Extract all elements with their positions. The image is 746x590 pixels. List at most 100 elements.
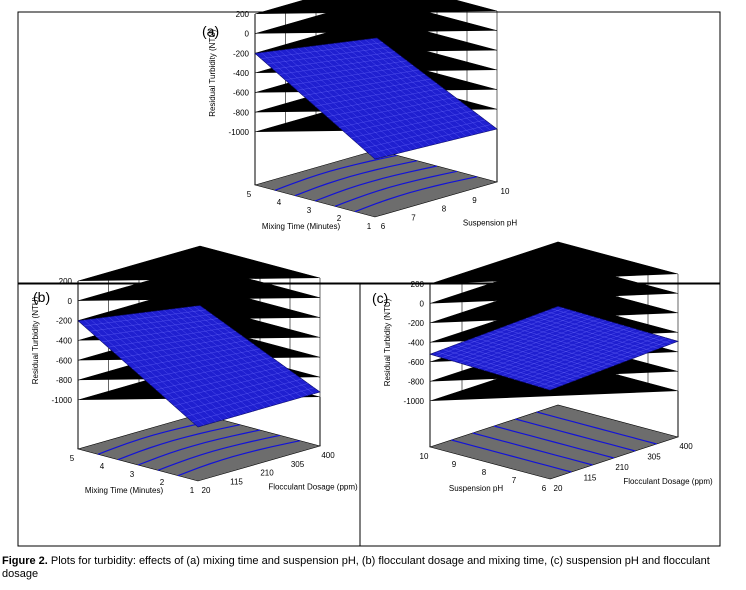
y-axis-title: Suspension pH [463, 219, 517, 228]
z-tick-label: 200 [411, 280, 425, 289]
z-tick-label: 200 [236, 10, 250, 19]
z-axis-title: Residual Turbidity (NTU) [383, 298, 392, 386]
surface-mesh [315, 45, 437, 145]
surface-mesh [493, 330, 615, 366]
contour-line [314, 165, 438, 202]
contour-line [472, 432, 593, 466]
y-tick-label: 305 [647, 453, 661, 462]
contour-line [515, 418, 636, 452]
y-tick-label: 20 [202, 486, 211, 495]
panel-label: (b) [33, 289, 50, 305]
surface-mesh [302, 74, 426, 96]
x-tick-label: 9 [452, 460, 457, 469]
wall-gridline [254, 0, 498, 34]
x-tick-label: 3 [307, 206, 312, 215]
y-tick-label: 10 [501, 187, 510, 196]
y-tick-label: 20 [554, 484, 563, 493]
surface-mesh [364, 39, 485, 133]
contour-line [157, 434, 281, 471]
contour-line [334, 170, 458, 207]
chart-panel-1: 200 0 -200 -400 -600 -800 -1000 Residual Turbid… [202, 0, 517, 231]
y-tick-label: 400 [321, 451, 335, 460]
surface-mesh [352, 40, 473, 136]
contour-line [354, 176, 478, 213]
response-surface [429, 306, 679, 391]
panel-label: (a) [202, 23, 219, 39]
surface-mesh [290, 65, 414, 86]
surface-mesh [113, 331, 237, 353]
x-tick-label: 5 [247, 190, 252, 199]
caption-text: Plots for turbidity: effects of (a) mixi… [2, 555, 710, 580]
surface-mesh [278, 56, 402, 75]
y-tick-label: 115 [230, 477, 243, 486]
x-axis-title: Mixing Time (Minutes) [85, 486, 164, 495]
x-tick-label: 6 [542, 484, 547, 493]
surface-mesh [519, 320, 640, 357]
x-tick-label: 7 [512, 476, 517, 485]
surface-mesh [483, 321, 613, 371]
surface-mesh [435, 307, 565, 357]
z-tick-label: 200 [59, 277, 73, 286]
surface-mesh [284, 60, 408, 80]
surface-mesh [513, 322, 634, 359]
x-tick-label: 3 [130, 470, 135, 479]
z-axis-title: Residual Turbidity (NTU) [208, 29, 217, 117]
surface-mesh [459, 314, 589, 364]
chart-panel-2: 200 0 -200 -400 -600 -800 -1000 Residual Turbid… [31, 245, 358, 495]
chart-panel-3: 200 0 -200 -400 -600 -800 -1000 Residual Turbid… [372, 241, 713, 493]
surface-mesh [101, 322, 225, 343]
x-axis-title: Mixing Time (Minutes) [262, 222, 341, 231]
y-tick-label: 305 [291, 460, 305, 469]
contour-line [451, 439, 572, 473]
contour-line [117, 424, 241, 461]
x-tick-label: 1 [190, 486, 195, 495]
surface-mesh [187, 306, 308, 396]
surface-mesh [175, 308, 296, 400]
z-tick-label: -600 [408, 358, 425, 367]
z-tick-label: -600 [233, 89, 250, 98]
z-tick-label: -1000 [229, 128, 250, 137]
surface-mesh [157, 310, 278, 405]
surface-mesh [266, 46, 390, 65]
z-tick-label: -800 [408, 378, 425, 387]
surface-mesh [296, 69, 420, 91]
x-tick-label: 2 [160, 478, 165, 487]
x-tick-label: 5 [70, 454, 75, 463]
surface-mesh [95, 318, 219, 337]
surface-mesh [358, 40, 479, 134]
z-tick-label: 0 [68, 297, 73, 306]
contour-line [137, 429, 261, 466]
z-axis-title: Residual Turbidity (NTU) [31, 296, 40, 384]
contour-line [493, 425, 615, 459]
z-tick-label: 0 [245, 30, 250, 39]
z-tick-label: -1000 [52, 396, 73, 405]
z-tick-label: -200 [233, 49, 250, 58]
x-tick-label: 4 [277, 198, 282, 207]
surface-mesh [538, 313, 659, 349]
surface-mesh [322, 44, 443, 143]
surface-mesh [471, 318, 601, 367]
z-tick-label: -1000 [404, 397, 425, 406]
panel-label: (c) [372, 290, 388, 306]
z-tick-label: -200 [408, 319, 425, 328]
surface-mesh [193, 306, 314, 394]
surface-mesh [453, 313, 583, 362]
z-tick-label: -800 [233, 108, 250, 117]
surface-mesh [447, 311, 577, 360]
surface-mesh [272, 51, 396, 70]
surface-mesh [107, 326, 231, 348]
surface-mesh [334, 43, 455, 140]
surface-mesh [500, 327, 621, 364]
surface-mesh [308, 78, 432, 102]
surface-mesh [131, 344, 255, 369]
x-axis-title: Suspension pH [449, 484, 503, 493]
surface-mesh [169, 309, 290, 401]
surface-mesh [119, 335, 243, 359]
contour-line [536, 411, 657, 445]
y-axis-title: Flocculant Dosage (ppm) [623, 477, 713, 486]
surface-mesh [83, 309, 207, 327]
surface-mesh [181, 307, 302, 398]
x-tick-label: 10 [420, 452, 429, 461]
x-tick-label: 1 [367, 222, 372, 231]
